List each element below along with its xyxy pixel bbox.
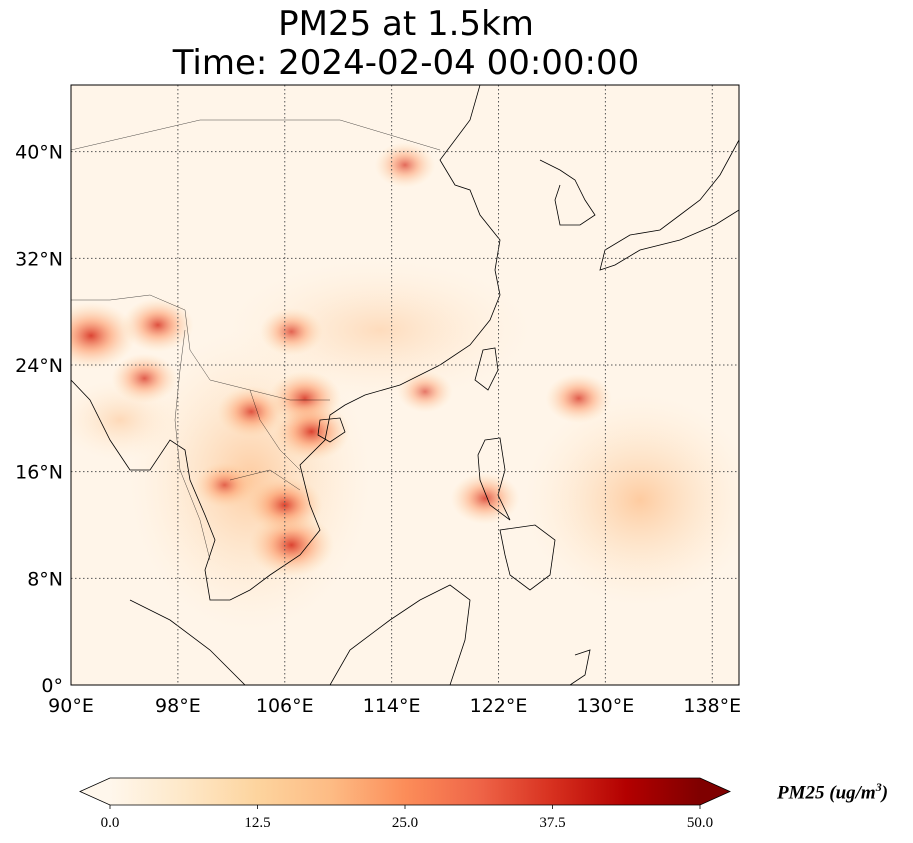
- lat-tick-label: 16°N: [15, 462, 63, 484]
- lon-tick-label: 90°E: [48, 695, 94, 717]
- colorbar-label-main: PM25 (ug/m: [777, 782, 876, 804]
- lat-tick-label: 24°N: [15, 355, 63, 377]
- pm25-hotspot-central-thailand: [194, 462, 255, 508]
- colorbar-tick-label: 37.5: [539, 815, 565, 831]
- lon-tick-label: 114°E: [363, 695, 421, 717]
- pm25-hotspots: [71, 142, 612, 577]
- pm25-hotspot-north-china-plain: [374, 142, 436, 188]
- colorbar-tick-label: 50.0: [687, 815, 713, 831]
- colorbar: 0.0 12.5 25.0 37.5 50.0: [79, 777, 731, 831]
- sumatra-coastline: [129, 599, 246, 685]
- pm25-hotspot-sichuan-guizhou: [259, 307, 324, 356]
- pm25-hotspot-gulf-of-tonkin: [273, 402, 350, 461]
- luzon-coastline: [477, 437, 511, 521]
- pm25-hotspot-luzon: [450, 472, 520, 525]
- sulawesi-coastline: [569, 649, 591, 685]
- colorbar-tick-label: 25.0: [392, 815, 418, 831]
- pm25-hotspot-taiwan-strait: [397, 370, 453, 413]
- latitude-tick-labels: 0° 8°N 16°N 24°N 32°N 40°N: [15, 142, 63, 697]
- colorbar-gradient: [110, 778, 700, 805]
- taiwan-coastline: [474, 347, 499, 391]
- lon-tick-label: 106°E: [256, 695, 314, 717]
- lon-tick-label: 98°E: [155, 695, 201, 717]
- longitude-tick-labels: 90°E 98°E 106°E 114°E 122°E 130°E 138°E: [48, 695, 741, 717]
- lon-tick-label: 130°E: [577, 695, 635, 717]
- colorbar-tick-labels: 0.0 12.5 25.0 37.5 50.0: [101, 805, 713, 831]
- lat-tick-label: 0°: [41, 675, 63, 697]
- border-cambodia: [229, 469, 301, 491]
- chart-title-line-2: Time: 2024-02-04 00:00:00: [172, 43, 640, 83]
- lon-tick-label: 138°E: [683, 695, 741, 717]
- colorbar-extend-max: [700, 778, 730, 805]
- lat-tick-label: 40°N: [15, 142, 63, 164]
- pm25-hotspot-yunnan-myanmar: [122, 298, 194, 352]
- korea-coastline: [539, 159, 596, 226]
- colorbar-extend-min: [80, 778, 110, 805]
- coastlines: [71, 85, 739, 685]
- border-laos-vietnam: [249, 389, 301, 471]
- border-china-south: [71, 294, 330, 401]
- lon-tick-label: 122°E: [470, 695, 528, 717]
- colorbar-tick-label: 12.5: [244, 815, 270, 831]
- lat-tick-label: 8°N: [27, 568, 63, 590]
- borneo-coastline: [329, 584, 471, 685]
- colorbar-label-exponent: 3: [875, 780, 882, 794]
- map-panel: 90°E 98°E 106°E 114°E 122°E 130°E 138°E 0° 8°N 1…: [15, 84, 741, 717]
- hainan-coastline: [317, 417, 346, 443]
- pm25-hotspot-north-myanmar-border: [71, 302, 136, 370]
- border-mongolia: [71, 119, 441, 151]
- colorbar-label: PM25 (ug/m3): [777, 780, 888, 804]
- lat-tick-label: 32°N: [15, 248, 63, 270]
- pm25-hotspot-myanmar: [111, 353, 178, 404]
- colorbar-tick-label: 0.0: [101, 815, 120, 831]
- gridlines: [71, 85, 739, 685]
- pm25-plume-philippine-sea: [525, 395, 739, 605]
- colorbar-label-close: ): [881, 782, 889, 804]
- chart-title-line-1: PM25 at 1.5km: [278, 4, 534, 44]
- map-frame: [70, 84, 740, 686]
- mindanao-coastline: [499, 524, 556, 591]
- mainland-coastline: [71, 85, 501, 601]
- pm25-hotspot-philippine-sea-arc: [545, 373, 612, 424]
